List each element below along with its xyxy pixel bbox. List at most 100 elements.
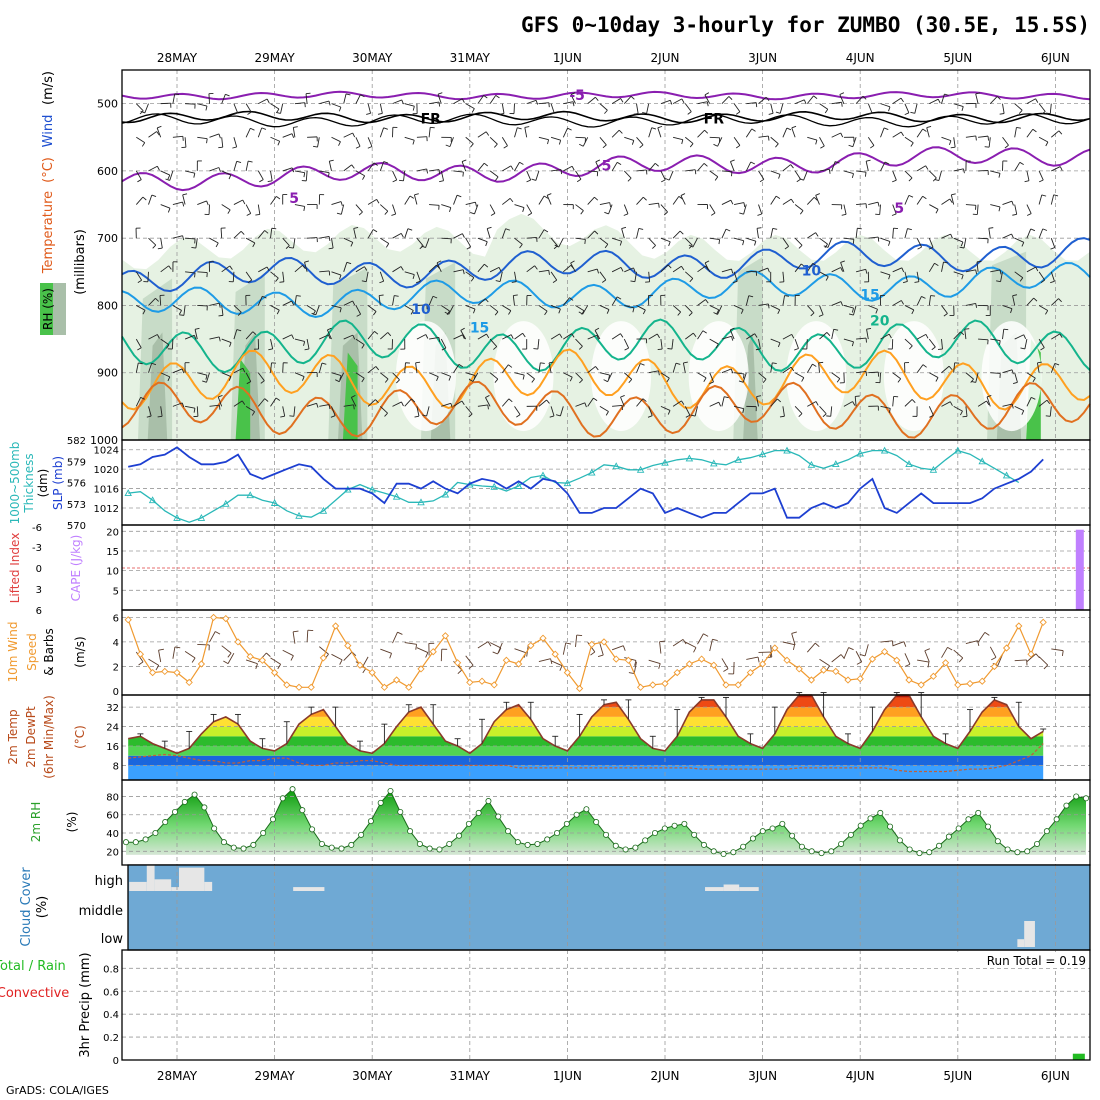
upper-wind-barb [416, 237, 424, 247]
upper-wind-barb [806, 263, 814, 273]
upper-wind-barb-flag [510, 165, 514, 170]
thickness-marker [124, 489, 132, 497]
upper-wind-barb [587, 170, 598, 173]
slp-line [128, 446, 1044, 519]
upper-wind-barb [217, 396, 223, 407]
bottom-day-label: 29MAY [254, 1069, 295, 1083]
upper-wind-barb-flag [543, 229, 549, 233]
upper-wind-barb [599, 305, 610, 310]
cloud-bar-high [293, 887, 325, 891]
upper-wind-barb-flag [554, 244, 559, 248]
surface-wind-barb-flag [757, 656, 760, 663]
upper-wind-barb-flag [948, 140, 952, 146]
upper-wind-barb-flag [839, 92, 845, 95]
surface-wind-barb-flag [565, 642, 572, 645]
rh-marker [887, 823, 894, 830]
upper-wind-barb [684, 237, 693, 246]
upper-wind-barb [197, 271, 208, 274]
upper-wind-barb [892, 131, 902, 138]
upper-wind-barb [672, 400, 682, 407]
upper-wind-barb-flag [866, 159, 871, 162]
upper-wind-barb [953, 103, 964, 107]
upper-wind-barb [575, 402, 586, 407]
upper-wind-barb-flag [642, 196, 647, 201]
upper-wind-barb-flag [1058, 298, 1062, 303]
upper-wind-barb-flag [152, 244, 157, 249]
upper-wind-barb [692, 237, 698, 248]
upper-wind-barb [294, 372, 305, 377]
upper-wind-barb-flag [935, 209, 939, 214]
upper-wind-barb-flag [975, 303, 978, 308]
upper-wind-barb-flag [422, 414, 427, 417]
upper-wind-barb [648, 333, 658, 340]
upper-wind-barb-flag [628, 379, 633, 384]
upper-wind-barb [926, 127, 930, 138]
upper-wind-barb [660, 204, 668, 213]
upper-wind-barb [953, 271, 964, 276]
upper-wind-barb-flag [950, 146, 956, 149]
upper-wind-barb-flag [603, 379, 608, 383]
upper-wind-barb [538, 195, 545, 205]
upper-wind-barb [392, 401, 402, 407]
upper-wind-barb-flag [398, 179, 404, 182]
upper-wind-barb-flag [866, 328, 872, 330]
upper-wind-barb-flag [779, 415, 785, 418]
upper-wind-barb-flag [493, 346, 498, 350]
upper-wind-barb [270, 170, 273, 181]
thickness-marker [758, 450, 767, 458]
upper-wind-barb-flag [165, 178, 170, 181]
upper-wind-barb-flag [715, 343, 719, 349]
upper-wind-barb [963, 238, 967, 249]
upper-wind-barb-flag [713, 143, 718, 147]
upper-wind-barb-flag [618, 129, 623, 134]
surface-wind-barb-flag [991, 656, 997, 661]
upper-wind-barb [514, 332, 523, 340]
upper-wind-barb-flag [596, 335, 600, 340]
upper-wind-barb [868, 305, 878, 310]
precip-total-rain-label: Total / Rain [0, 959, 66, 974]
upper-wind-barb [612, 405, 623, 407]
surface-wind-barb-flag [174, 646, 181, 649]
surface-wind-barb [831, 654, 842, 663]
li-tick-label: -6 [32, 523, 42, 534]
upper-wind-barb [453, 364, 460, 373]
upper-wind-barb [392, 232, 402, 239]
rh-marker [524, 841, 531, 848]
upper-wind-barb-flag [327, 327, 332, 331]
upper-wind-barb [697, 129, 705, 138]
upper-wind-barb [782, 164, 791, 172]
surface-wind-barb-flag [191, 657, 196, 663]
upper-wind-barb [928, 238, 934, 248]
rh-marker [642, 837, 649, 844]
upper-wind-barb [461, 161, 467, 172]
upper-wind-barb [904, 399, 913, 407]
upper-wind-barb [305, 93, 308, 104]
upper-wind-barb-flag [852, 239, 855, 244]
surface-wind-barb [977, 632, 986, 643]
upper-wind-barb-flag [227, 209, 231, 214]
upper-wind-barb [782, 127, 788, 138]
upper-wind-barb-flag [519, 244, 523, 249]
thickness-marker [490, 482, 498, 490]
credit-label: GrADS: COLA/IGES [6, 1084, 109, 1097]
upper-wind-barb-flag [888, 408, 891, 413]
cape-bar [1075, 529, 1084, 610]
upper-wind-barb-flag [594, 196, 599, 201]
surface-wind-barb [855, 651, 863, 663]
wind-speed-marker [722, 681, 730, 689]
upper-wind-barb-flag [358, 211, 363, 216]
upper-wind-barb [685, 136, 694, 144]
upper-wind-barb [621, 228, 625, 239]
upper-wind-barb [964, 329, 967, 340]
wind-speed-marker [1002, 644, 1011, 652]
upper-wind-barb-flag [685, 414, 691, 418]
upper-wind-barb [171, 339, 174, 350]
upper-wind-barb [331, 103, 342, 108]
upper-wind-barb-flag [812, 263, 817, 267]
upper-wind-barb-flag [383, 161, 389, 164]
upper-wind-barb [477, 298, 486, 306]
run-total-label: Run Total = 0.19 [987, 954, 1086, 968]
surface-wind-barb [416, 647, 429, 653]
upper-wind-barb-flag [335, 379, 340, 383]
cloud-bar-high [129, 881, 147, 891]
